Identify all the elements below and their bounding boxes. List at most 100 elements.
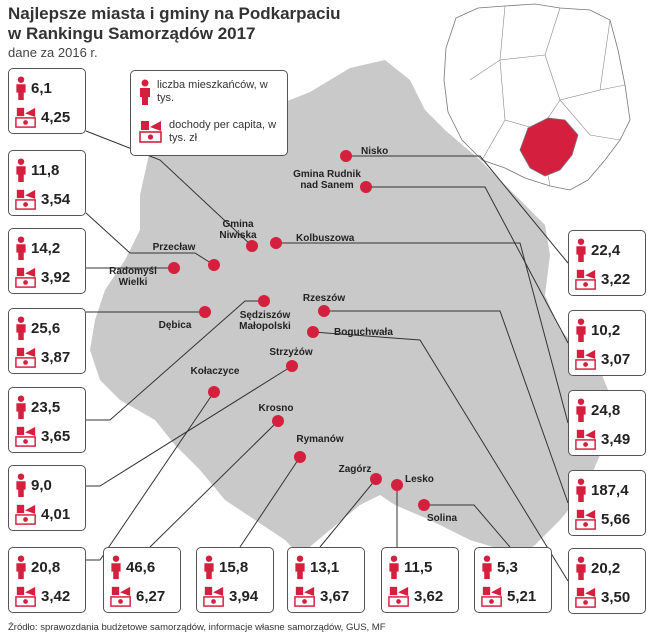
stat-card-przeclaw: 11,8 3,54 [8,150,86,216]
city-marker-rudnik[interactable] [360,181,372,193]
podkarpackie-highlight [519,117,579,177]
city-marker-nisko[interactable] [340,150,352,162]
residents-value: 22,4 [591,241,621,259]
residents-value: 23,5 [31,398,61,416]
stat-card-solina: 5,3 5,21 [474,547,552,613]
legend-income-text: dochody per capita, w tys. zł [169,119,277,144]
money-hand-icon [15,347,36,368]
stat-card-rzeszow: 187,4 5,66 [568,470,646,536]
person-icon [204,555,214,579]
stat-card-lesko: 11,5 3,62 [381,547,459,613]
income-value: 3,62 [414,587,444,605]
city-marker-przeclaw[interactable] [208,259,220,271]
city-marker-boguchwala[interactable] [307,326,319,338]
income-row: 3,62 [388,584,443,608]
residents-row: 5,3 [481,555,518,579]
city-marker-kolaczyce[interactable] [208,386,220,398]
residents-value: 25,6 [31,319,61,337]
city-label-line: Solina [427,513,457,524]
city-marker-rzeszow[interactable] [318,305,330,317]
city-label-debica: Dębica [159,320,192,331]
income-value: 3,94 [229,587,259,605]
city-marker-niwiska[interactable] [246,240,258,252]
residents-row: 20,8 [15,555,60,579]
income-row: 3,65 [15,424,70,448]
city-marker-zagorz[interactable] [370,473,382,485]
city-label-line: Wielki [119,277,148,288]
income-row: 3,54 [15,187,70,211]
person-icon [295,555,305,579]
city-label-lesko: Lesko [405,474,434,485]
income-value: 3,54 [41,190,71,208]
subtitle: dane za 2016 r. [8,45,98,60]
money-hand-icon [388,586,409,607]
city-marker-lesko[interactable] [391,479,403,491]
city-label-line: Sędziszów [240,310,291,321]
residents-value: 15,8 [219,558,249,576]
money-hand-icon [15,107,36,128]
residents-value: 5,3 [497,558,518,576]
city-marker-krosno[interactable] [272,415,284,427]
city-marker-sedziszow[interactable] [258,295,270,307]
connector-line-zagorz [319,478,377,548]
income-row: 3,07 [575,347,630,371]
income-value: 3,92 [41,268,71,286]
residents-value: 20,2 [591,559,621,577]
residents-row: 14,2 [15,236,60,260]
city-marker-rymanow[interactable] [294,451,306,463]
income-value: 4,01 [41,505,71,523]
money-hand-icon [15,189,36,210]
residents-value: 9,0 [31,476,52,494]
legend-residents-text: liczba mieszkańców, w tys. [157,79,268,104]
income-value: 3,07 [601,350,631,368]
map-title: Najlepsze miasta i gminy na Podkarpaciu … [8,4,341,44]
title-line-1: Najlepsze miasta i gminy na Podkarpaciu [8,4,341,23]
income-value: 3,67 [320,587,350,605]
city-label-line: Strzyżów [269,347,313,358]
income-row: 5,21 [481,584,536,608]
city-label-niwiska: Gmina Niwiska [219,219,257,241]
city-label-rymanow: Rymanów [296,434,343,445]
city-label-line: Kolbuszowa [296,233,355,244]
city-marker-debica[interactable] [199,306,211,318]
income-row: 3,87 [15,345,70,369]
city-label-rzeszow: Rzeszów [303,293,345,304]
stat-card-rymanow: 15,8 3,94 [196,547,274,613]
city-marker-solina[interactable] [418,499,430,511]
income-row: 5,66 [575,507,630,531]
stat-card-radomysl: 14,2 3,92 [8,228,86,294]
person-icon [16,236,26,260]
income-value: 5,21 [507,587,537,605]
residents-row: 13,1 [294,555,339,579]
city-label-kolbuszowa: Kolbuszowa [296,233,355,244]
connector-line-rudnik [366,186,569,344]
money-hand-icon [15,586,36,607]
residents-row: 46,6 [110,555,155,579]
city-label-line: Nisko [361,146,388,157]
person-icon [16,395,26,419]
residents-value: 11,5 [404,558,433,576]
income-value: 3,87 [41,348,71,366]
city-label-line: Zagórz [339,464,372,475]
city-label-radomysl: Radomyśl Wielki [109,266,157,288]
person-icon [482,555,492,579]
income-value: 6,27 [136,587,166,605]
city-marker-strzyzow[interactable] [286,360,298,372]
income-value: 3,50 [601,588,631,606]
connector-line-kolaczyce [86,391,215,561]
city-marker-radomysl[interactable] [168,262,180,274]
connector-line-strzyzow [86,365,293,487]
city-label-boguchwala: Boguchwała [334,327,393,338]
city-marker-kolbuszowa[interactable] [270,237,282,249]
person-icon [389,555,399,579]
city-label-przeclaw: Przecław [153,242,196,253]
city-label-line: Rymanów [296,434,343,445]
connector-line-rymanow [239,456,301,548]
residents-row: 24,8 [575,398,620,422]
money-hand-icon [110,586,131,607]
income-row: 6,27 [110,584,165,608]
city-label-zagorz: Zagórz [339,464,372,475]
stat-card-kolaczyce: 20,8 3,42 [8,547,86,613]
legend: liczba mieszkańców, w tys. dochody per c… [130,70,288,156]
